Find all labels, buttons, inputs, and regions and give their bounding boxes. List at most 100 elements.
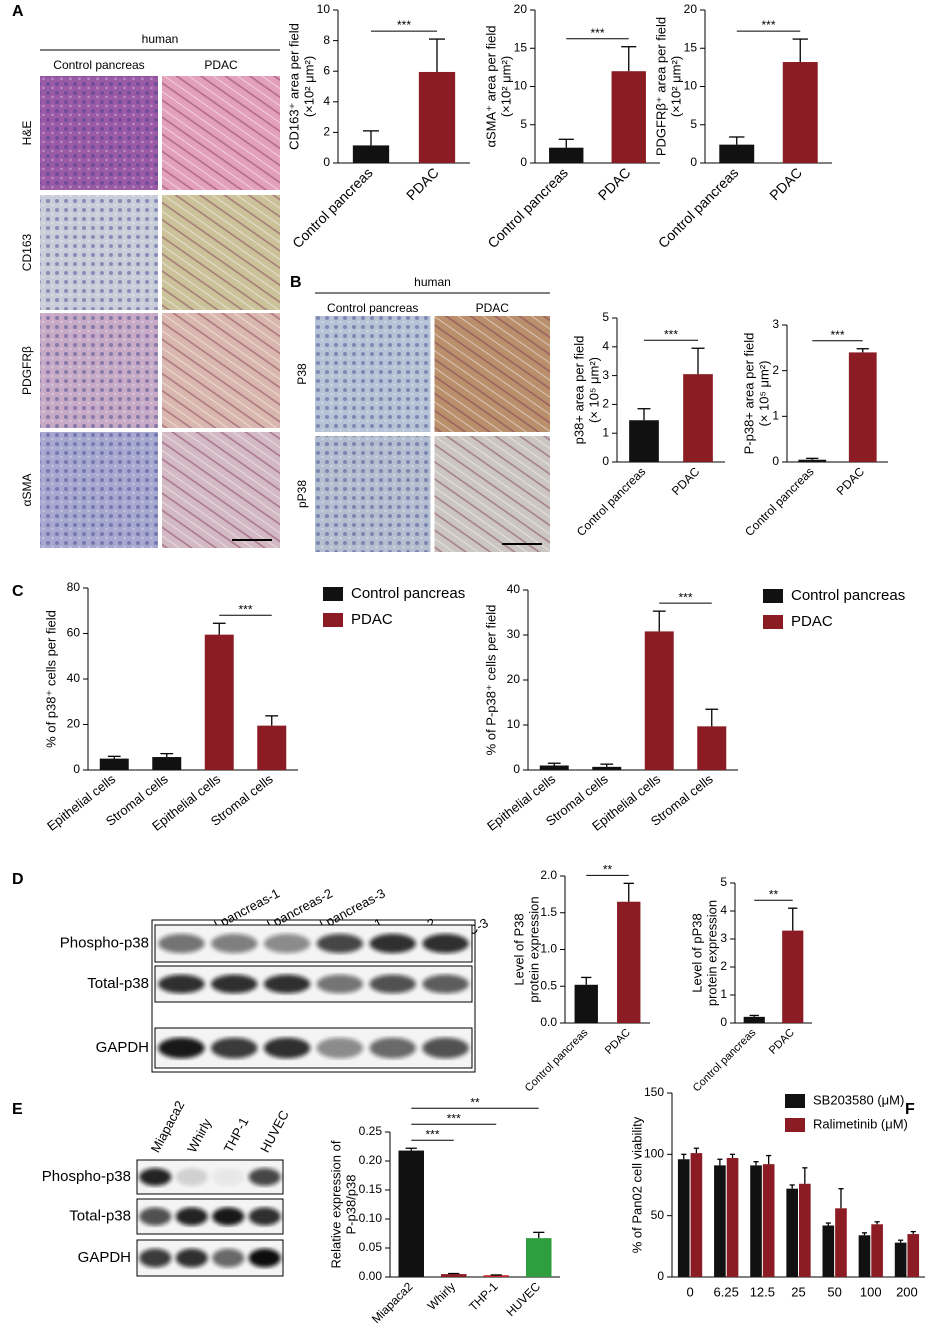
x-tick-label: 200	[896, 1284, 918, 1299]
legend-swatch	[763, 589, 783, 603]
error-bar	[874, 1221, 880, 1225]
blot-frame	[154, 924, 473, 963]
error-bar	[637, 408, 651, 421]
y-tick-label: 1.5	[540, 905, 557, 919]
column-label: PDAC	[476, 301, 510, 315]
bar	[611, 71, 646, 163]
y-tick-label: 2.0	[540, 868, 557, 882]
blot-band	[369, 933, 416, 954]
x-tick-label: PDAC	[603, 1027, 633, 1057]
x-tick-label: THP-1	[466, 1279, 501, 1314]
error-bar	[753, 1161, 759, 1166]
y-tick-label: 0.15	[359, 1182, 383, 1196]
legend-label: PDAC	[351, 611, 393, 628]
lane-label: HUVEC	[257, 1108, 292, 1155]
legend-swatch	[763, 615, 783, 629]
error-bar	[623, 882, 634, 902]
bar	[782, 930, 804, 1023]
y-tick-label: 15	[514, 40, 528, 54]
y-tick-label: 2	[720, 959, 727, 973]
legend-swatch	[785, 1118, 805, 1132]
blot-band	[248, 1168, 281, 1186]
y-axis-label: (×10² μm²)	[668, 56, 683, 117]
y-axis-label: Level of P38	[511, 913, 526, 985]
legend-label: SB203580 (μM)	[813, 1092, 904, 1107]
panel-label: A	[12, 3, 24, 20]
error-bar	[405, 1147, 417, 1151]
significance-label: ***	[761, 18, 775, 32]
bar	[848, 352, 877, 462]
y-axis-label: (×10² μm²)	[498, 56, 513, 117]
x-tick-label: HUVEC	[504, 1279, 544, 1319]
significance-label: ***	[397, 18, 411, 32]
error-bar	[705, 708, 719, 727]
y-axis-label: % of Pan02 cell viability	[629, 1116, 644, 1253]
error-bar	[448, 1272, 460, 1275]
blot-row-label: GAPDH	[96, 1039, 149, 1056]
x-tick-label: Control pancreas	[484, 164, 571, 251]
y-axis-label: PDGFRβ⁺ area per field	[653, 17, 668, 156]
y-tick-label: 0.5	[540, 978, 557, 992]
y-tick-label: 0.00	[359, 1269, 383, 1283]
error-bar	[107, 755, 121, 759]
y-tick-label: 5	[520, 117, 527, 131]
blot-band	[139, 1168, 172, 1186]
x-tick-label: Control pancreas	[523, 1026, 591, 1094]
y-axis-label: Level of pP38	[689, 913, 704, 993]
significance-label: ***	[830, 328, 844, 342]
x-tick-label: Control pancreas	[691, 1026, 759, 1094]
y-axis-label: p38+ area per field	[571, 336, 586, 445]
y-axis-label: P-p38+ area per field	[741, 333, 756, 455]
error-bar	[717, 1158, 723, 1166]
error-bar	[729, 1153, 736, 1159]
bar	[762, 1164, 775, 1277]
micrograph-texture	[40, 432, 158, 548]
error-bar	[212, 622, 226, 635]
error-bar	[806, 457, 819, 460]
error-bar	[856, 348, 869, 353]
x-tick-label: Control pancreas	[289, 164, 376, 251]
y-axis-label: (× 10⁵ μm²)	[586, 357, 601, 423]
y-tick-label: 0	[520, 155, 527, 169]
blot-band	[175, 1248, 208, 1268]
blot-row-label: Total-p38	[87, 975, 149, 992]
error-bar	[533, 1231, 545, 1239]
bar	[786, 1188, 798, 1277]
blot-row-label: GAPDH	[78, 1249, 131, 1266]
y-tick-label: 10	[514, 79, 528, 93]
row-label: P38	[295, 363, 309, 385]
bar	[750, 1165, 762, 1277]
blot-band	[158, 933, 205, 954]
significance-label: ***	[590, 26, 604, 40]
error-bar	[621, 46, 637, 72]
y-tick-label: 20	[514, 2, 528, 16]
y-tick-label: 0.0	[540, 1015, 557, 1029]
error-bar	[861, 1232, 868, 1236]
error-bar	[600, 763, 614, 767]
blot-band	[316, 1037, 364, 1059]
x-tick-label: 0	[686, 1284, 693, 1299]
y-tick-label: 1	[772, 409, 779, 423]
legend-label: Control pancreas	[351, 585, 465, 602]
bar	[822, 1225, 835, 1277]
x-tick-label: Miapaca2	[369, 1279, 416, 1326]
blot-band	[212, 1248, 245, 1268]
y-axis-label: (×10² μm²)	[301, 56, 316, 117]
y-tick-label: 4	[602, 339, 609, 353]
panel-label: F	[905, 1101, 915, 1118]
significance-label: **	[769, 887, 779, 901]
lane-label: THP-1	[221, 1115, 252, 1155]
bar	[99, 758, 129, 770]
blot-band	[248, 1207, 281, 1226]
column-label: PDAC	[204, 58, 238, 72]
y-tick-label: 10	[317, 2, 331, 16]
micrograph-texture	[40, 195, 158, 310]
error-bar	[749, 1014, 759, 1017]
y-tick-label: 10	[507, 717, 521, 731]
y-tick-label: 5	[720, 875, 727, 889]
blot-frame	[154, 1027, 473, 1069]
significance-label: **	[603, 863, 613, 877]
error-bar	[363, 130, 379, 146]
row-label: PDGFRβ	[20, 346, 34, 395]
